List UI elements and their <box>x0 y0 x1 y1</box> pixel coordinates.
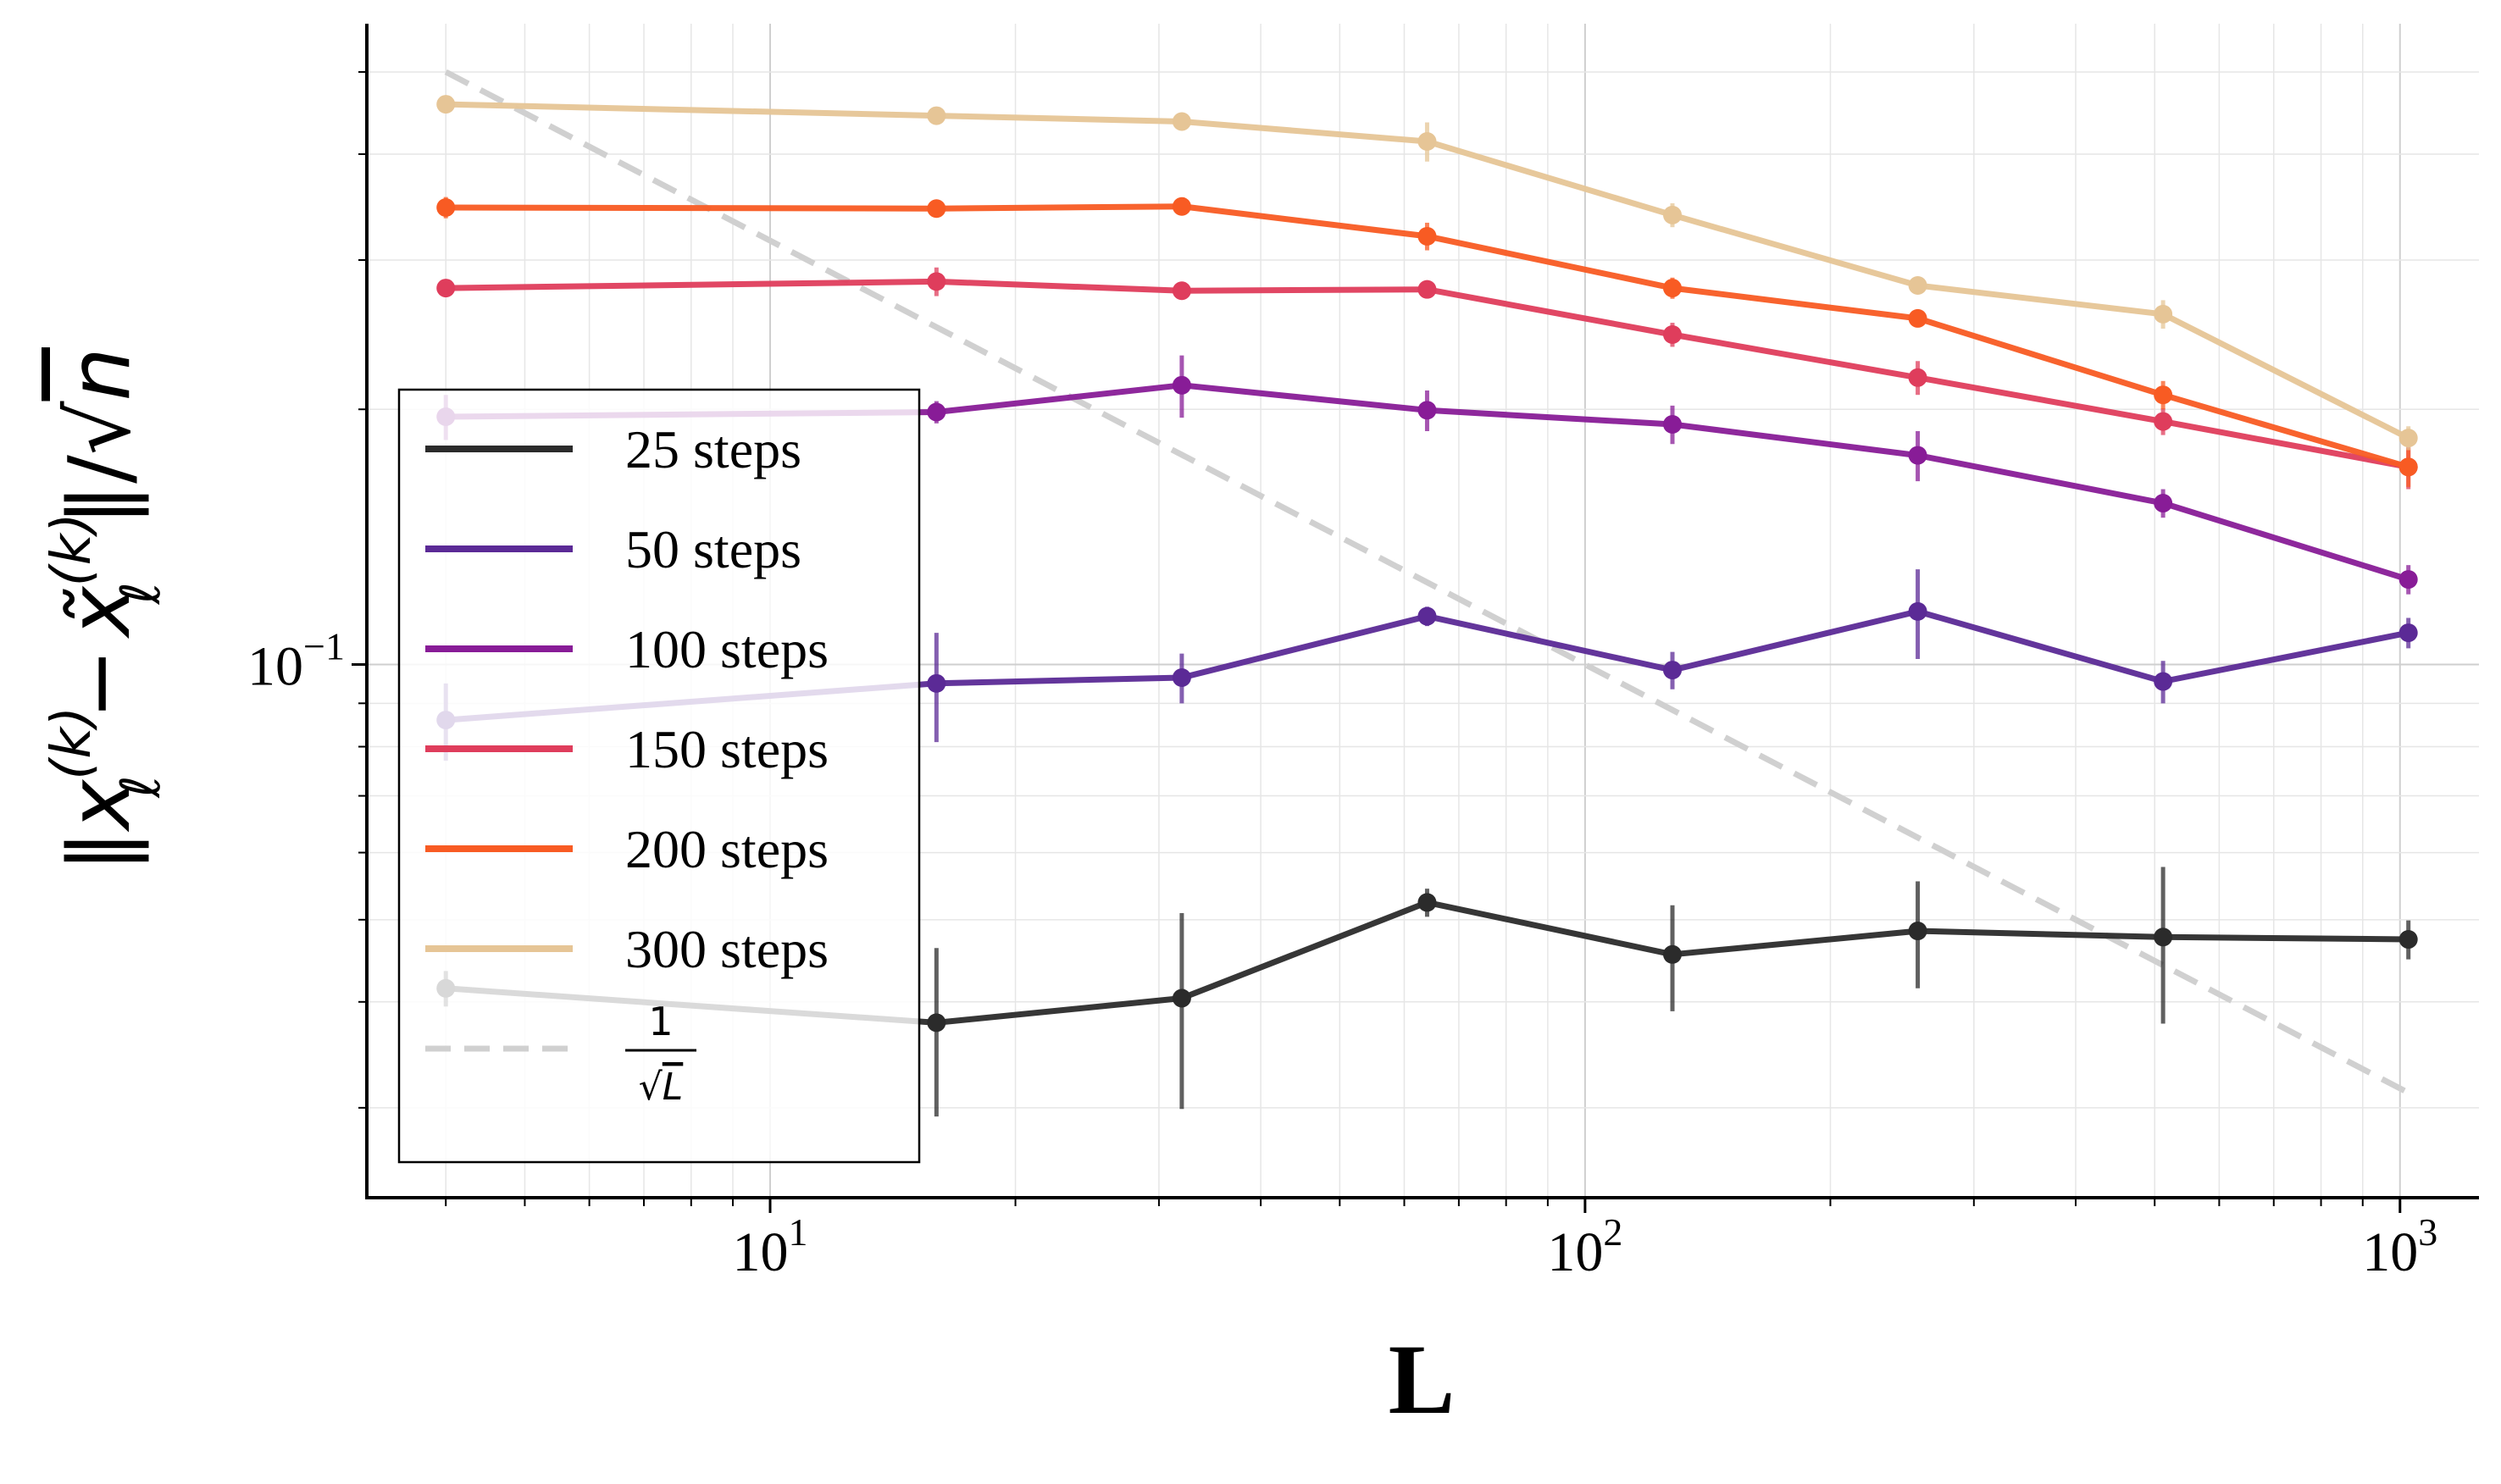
y-label-x: x <box>50 778 149 833</box>
data-point <box>1908 275 1927 295</box>
legend-label: 25 steps <box>625 419 801 479</box>
x-tick-label-base: 10 <box>1547 1221 1603 1283</box>
legend-label: 150 steps <box>625 719 829 779</box>
data-point <box>1417 893 1437 912</box>
y-label-sub-2: ℓ <box>110 582 173 605</box>
data-point <box>927 199 946 219</box>
data-point <box>1172 988 1191 1008</box>
data-point <box>1417 606 1437 626</box>
data-point <box>1908 446 1927 465</box>
data-point <box>2398 623 2418 643</box>
y-label-sup-1: (k) <box>41 706 103 780</box>
series-line-50-steps <box>445 608 2410 723</box>
data-point <box>1663 414 1683 434</box>
legend-reference-L: L <box>663 1066 684 1109</box>
data-point <box>1172 112 1191 131</box>
x-tick-label-base: 10 <box>732 1221 788 1283</box>
series-line-200-steps <box>446 203 2410 470</box>
y-label-sup-2: (k) <box>41 512 103 586</box>
data-point <box>1663 661 1683 680</box>
data-point <box>2154 412 2173 431</box>
data-point <box>927 402 946 422</box>
legend-label: 300 steps <box>625 919 829 979</box>
data-point <box>1172 668 1191 688</box>
data-point <box>1417 401 1437 420</box>
data-point <box>1172 375 1191 395</box>
data-point <box>436 197 456 217</box>
data-point <box>1908 922 1927 941</box>
y-label-n: n <box>50 347 149 401</box>
x-tick-label-exponent: 2 <box>1603 1210 1622 1254</box>
data-point <box>2398 570 2418 590</box>
series-50-steps <box>436 569 2418 761</box>
data-point <box>2154 494 2173 513</box>
x-tick-label-base: 10 <box>2362 1221 2418 1283</box>
legend-label: 50 steps <box>625 519 801 579</box>
legend-frame <box>397 388 921 1164</box>
series-line-25-steps <box>445 899 2409 1026</box>
data-point <box>2154 672 2173 691</box>
legend-entries: 25 steps 50 steps 100 steps 150 steps 200 st… <box>425 419 829 1109</box>
legend-reference-root: √ <box>639 1066 663 1109</box>
legend-label: 200 steps <box>625 819 829 879</box>
data-point <box>1417 280 1437 299</box>
reference-line-inv-sqrt-L <box>444 69 2410 1096</box>
legend-reference-denominator: √L <box>639 1066 684 1109</box>
data-point <box>1417 226 1437 246</box>
y-label-norm-open: ‖ <box>50 830 149 872</box>
series-150-steps <box>436 267 2418 490</box>
y-tick-label-base: 10 <box>247 636 303 698</box>
svg-text:‖x(k)ℓ−x̃(k)ℓ‖/√n: ‖x(k)ℓ−x̃(k)ℓ‖/√n <box>41 347 173 872</box>
x-tick-label: 103 <box>2362 1210 2437 1283</box>
x-tick-label: 102 <box>1547 1210 1622 1283</box>
data-point <box>2398 930 2418 950</box>
data-point <box>1908 601 1927 621</box>
series-200-steps <box>436 197 2418 487</box>
reference-line-layer <box>444 69 2410 1096</box>
data-point <box>927 272 946 291</box>
data-point <box>2398 457 2418 477</box>
x-tick-label-exponent: 3 <box>2418 1210 2437 1254</box>
data-point <box>927 106 946 125</box>
y-label-minus: − <box>50 649 149 720</box>
y-label-xtilde: x̃ <box>50 585 149 640</box>
data-point <box>2154 928 2173 947</box>
x-tick-label: 101 <box>732 1210 807 1283</box>
y-label-sub-1: ℓ <box>110 775 173 798</box>
data-point <box>1663 205 1683 224</box>
legend-label: 100 steps <box>625 619 829 679</box>
x-tick-label-exponent: 1 <box>788 1210 807 1254</box>
data-point <box>1663 325 1683 345</box>
series-layer <box>436 95 2418 1117</box>
series-line-300-steps <box>446 101 2410 441</box>
x-axis-label: L <box>1389 1324 1456 1435</box>
data-point <box>2398 429 2418 448</box>
y-label-norm-close: ‖/√ <box>50 401 149 526</box>
series-line-100-steps <box>446 382 2410 583</box>
data-point <box>1908 308 1927 328</box>
data-point <box>927 1013 946 1033</box>
data-point <box>1417 131 1437 151</box>
legend-reference-numerator: 1 <box>648 999 673 1044</box>
data-point <box>1663 279 1683 298</box>
data-point <box>2154 304 2173 324</box>
data-point <box>1172 197 1191 216</box>
data-point <box>1908 368 1927 387</box>
data-point <box>1172 281 1191 301</box>
data-point <box>436 279 456 298</box>
y-tick-label: 10−1 <box>247 625 345 698</box>
data-point <box>2154 385 2173 405</box>
data-point <box>436 95 456 114</box>
legend: 25 steps 50 steps 100 steps 150 steps 200 st… <box>397 388 921 1164</box>
y-tick-label-exponent: −1 <box>303 625 345 668</box>
data-point <box>927 673 946 693</box>
series-300-steps <box>436 95 2418 451</box>
series-line-150-steps <box>446 278 2410 470</box>
y-axis-label: ‖x(k)ℓ−x̃(k)ℓ‖/√n <box>41 347 173 872</box>
data-point <box>1663 944 1683 964</box>
